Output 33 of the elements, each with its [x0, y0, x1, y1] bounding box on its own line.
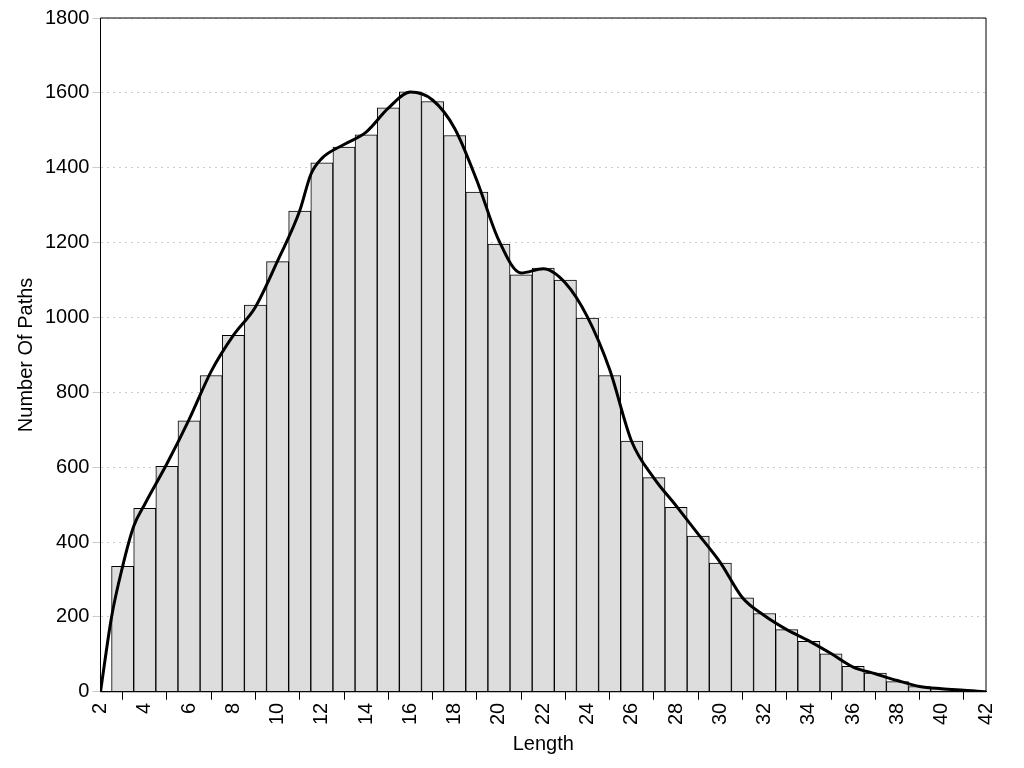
y-tick-label: 1000	[44, 304, 90, 327]
y-tick-label: 1800	[44, 5, 90, 28]
y-axis-title: Number Of Paths	[13, 277, 36, 433]
y-tick-label: 1400	[44, 155, 90, 178]
x-tick-label: 30	[707, 702, 730, 725]
x-tick-label: 20	[486, 702, 509, 725]
y-tick-label: 200	[56, 604, 90, 627]
x-axis-title: Length	[512, 731, 574, 754]
x-tick-label: 8	[220, 702, 243, 714]
x-tick-label: 12	[309, 702, 332, 725]
y-tick-label: 0	[78, 679, 90, 702]
x-tick-label: 32	[752, 702, 775, 725]
x-tick-label: 10	[265, 702, 288, 725]
x-tick-label: 18	[442, 702, 465, 725]
x-tick-label: 6	[176, 702, 199, 714]
x-tick-label: 38	[884, 702, 907, 725]
x-tick-label: 4	[132, 702, 155, 714]
x-tick-label: 14	[353, 702, 376, 725]
y-tick-label: 400	[56, 529, 90, 552]
x-tick-label: 24	[575, 702, 598, 725]
y-tick-label: 800	[56, 379, 90, 402]
x-tick-label: 26	[619, 702, 642, 725]
y-tick-label: 1600	[44, 80, 90, 103]
y-tick-label: 1200	[44, 230, 90, 253]
x-tick-label: 28	[663, 702, 686, 725]
x-tick-label: 2	[88, 702, 111, 714]
x-tick-label: 34	[796, 702, 819, 725]
x-tick-label: 22	[530, 702, 553, 725]
x-tick-label: 36	[840, 702, 863, 725]
y-tick-label: 600	[56, 454, 90, 477]
x-tick-label: 42	[973, 702, 996, 725]
x-tick-label: 16	[397, 702, 420, 725]
x-tick-label: 40	[929, 702, 952, 725]
